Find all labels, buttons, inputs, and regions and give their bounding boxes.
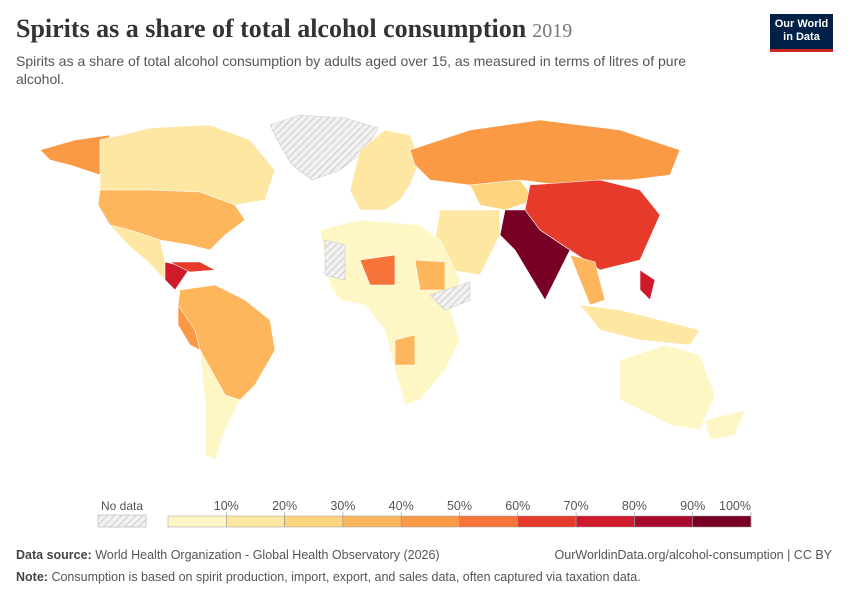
note-label: Note: (16, 570, 48, 584)
url[interactable]: OurWorldinData.org/alcohol-consumption |… (554, 548, 832, 562)
no-data-swatch (97, 514, 147, 528)
legend-tick-label: 90% (680, 499, 705, 513)
legend-tick-label: 70% (564, 499, 589, 513)
legend-bin (517, 515, 577, 528)
legend-tick-label: 30% (330, 499, 355, 513)
legend-bin (459, 515, 519, 528)
legend-tick-label: 10% (214, 499, 239, 513)
source: Data source: World Health Organization -… (16, 548, 440, 562)
legend-bin (400, 515, 460, 528)
logo-line: in Data (783, 31, 820, 43)
legend-tick-label: 40% (389, 499, 414, 513)
source-text: World Health Organization - Global Healt… (95, 548, 440, 562)
legend-bin (692, 515, 752, 528)
legend-bin (226, 515, 285, 528)
subtitle: Spirits as a share of total alcohol cons… (16, 53, 687, 87)
legend-tick-label: 100% (719, 499, 751, 513)
year: 2019 (532, 20, 573, 42)
title-block: Spirits as a share of total alcohol cons… (16, 14, 572, 44)
legend: 10% 20% 30% 40% 50% 60% 70% 80% 90% 100% (167, 499, 752, 528)
countries (39, 114, 746, 461)
legend-tick-label: 80% (622, 499, 647, 513)
legend-bin (575, 515, 635, 528)
no-data-label: No data (101, 499, 143, 513)
legend-bin (342, 515, 402, 528)
legend-tick-label: 20% (272, 499, 297, 513)
title: Spirits as a share of total alcohol cons… (16, 14, 527, 43)
legend-bin (284, 515, 344, 528)
note-text: Consumption is based on spirit productio… (51, 570, 641, 584)
note: Note: Consumption is based on spirit pro… (16, 570, 641, 584)
logo[interactable]: Our World in Data (770, 14, 833, 52)
legend-bin (634, 515, 693, 528)
logo-line: Our World (774, 18, 829, 30)
legend-bin (167, 515, 227, 528)
legend-tick-label: 50% (447, 499, 472, 513)
legend-tick-label: 60% (505, 499, 530, 513)
source-label: Data source: (16, 548, 92, 562)
